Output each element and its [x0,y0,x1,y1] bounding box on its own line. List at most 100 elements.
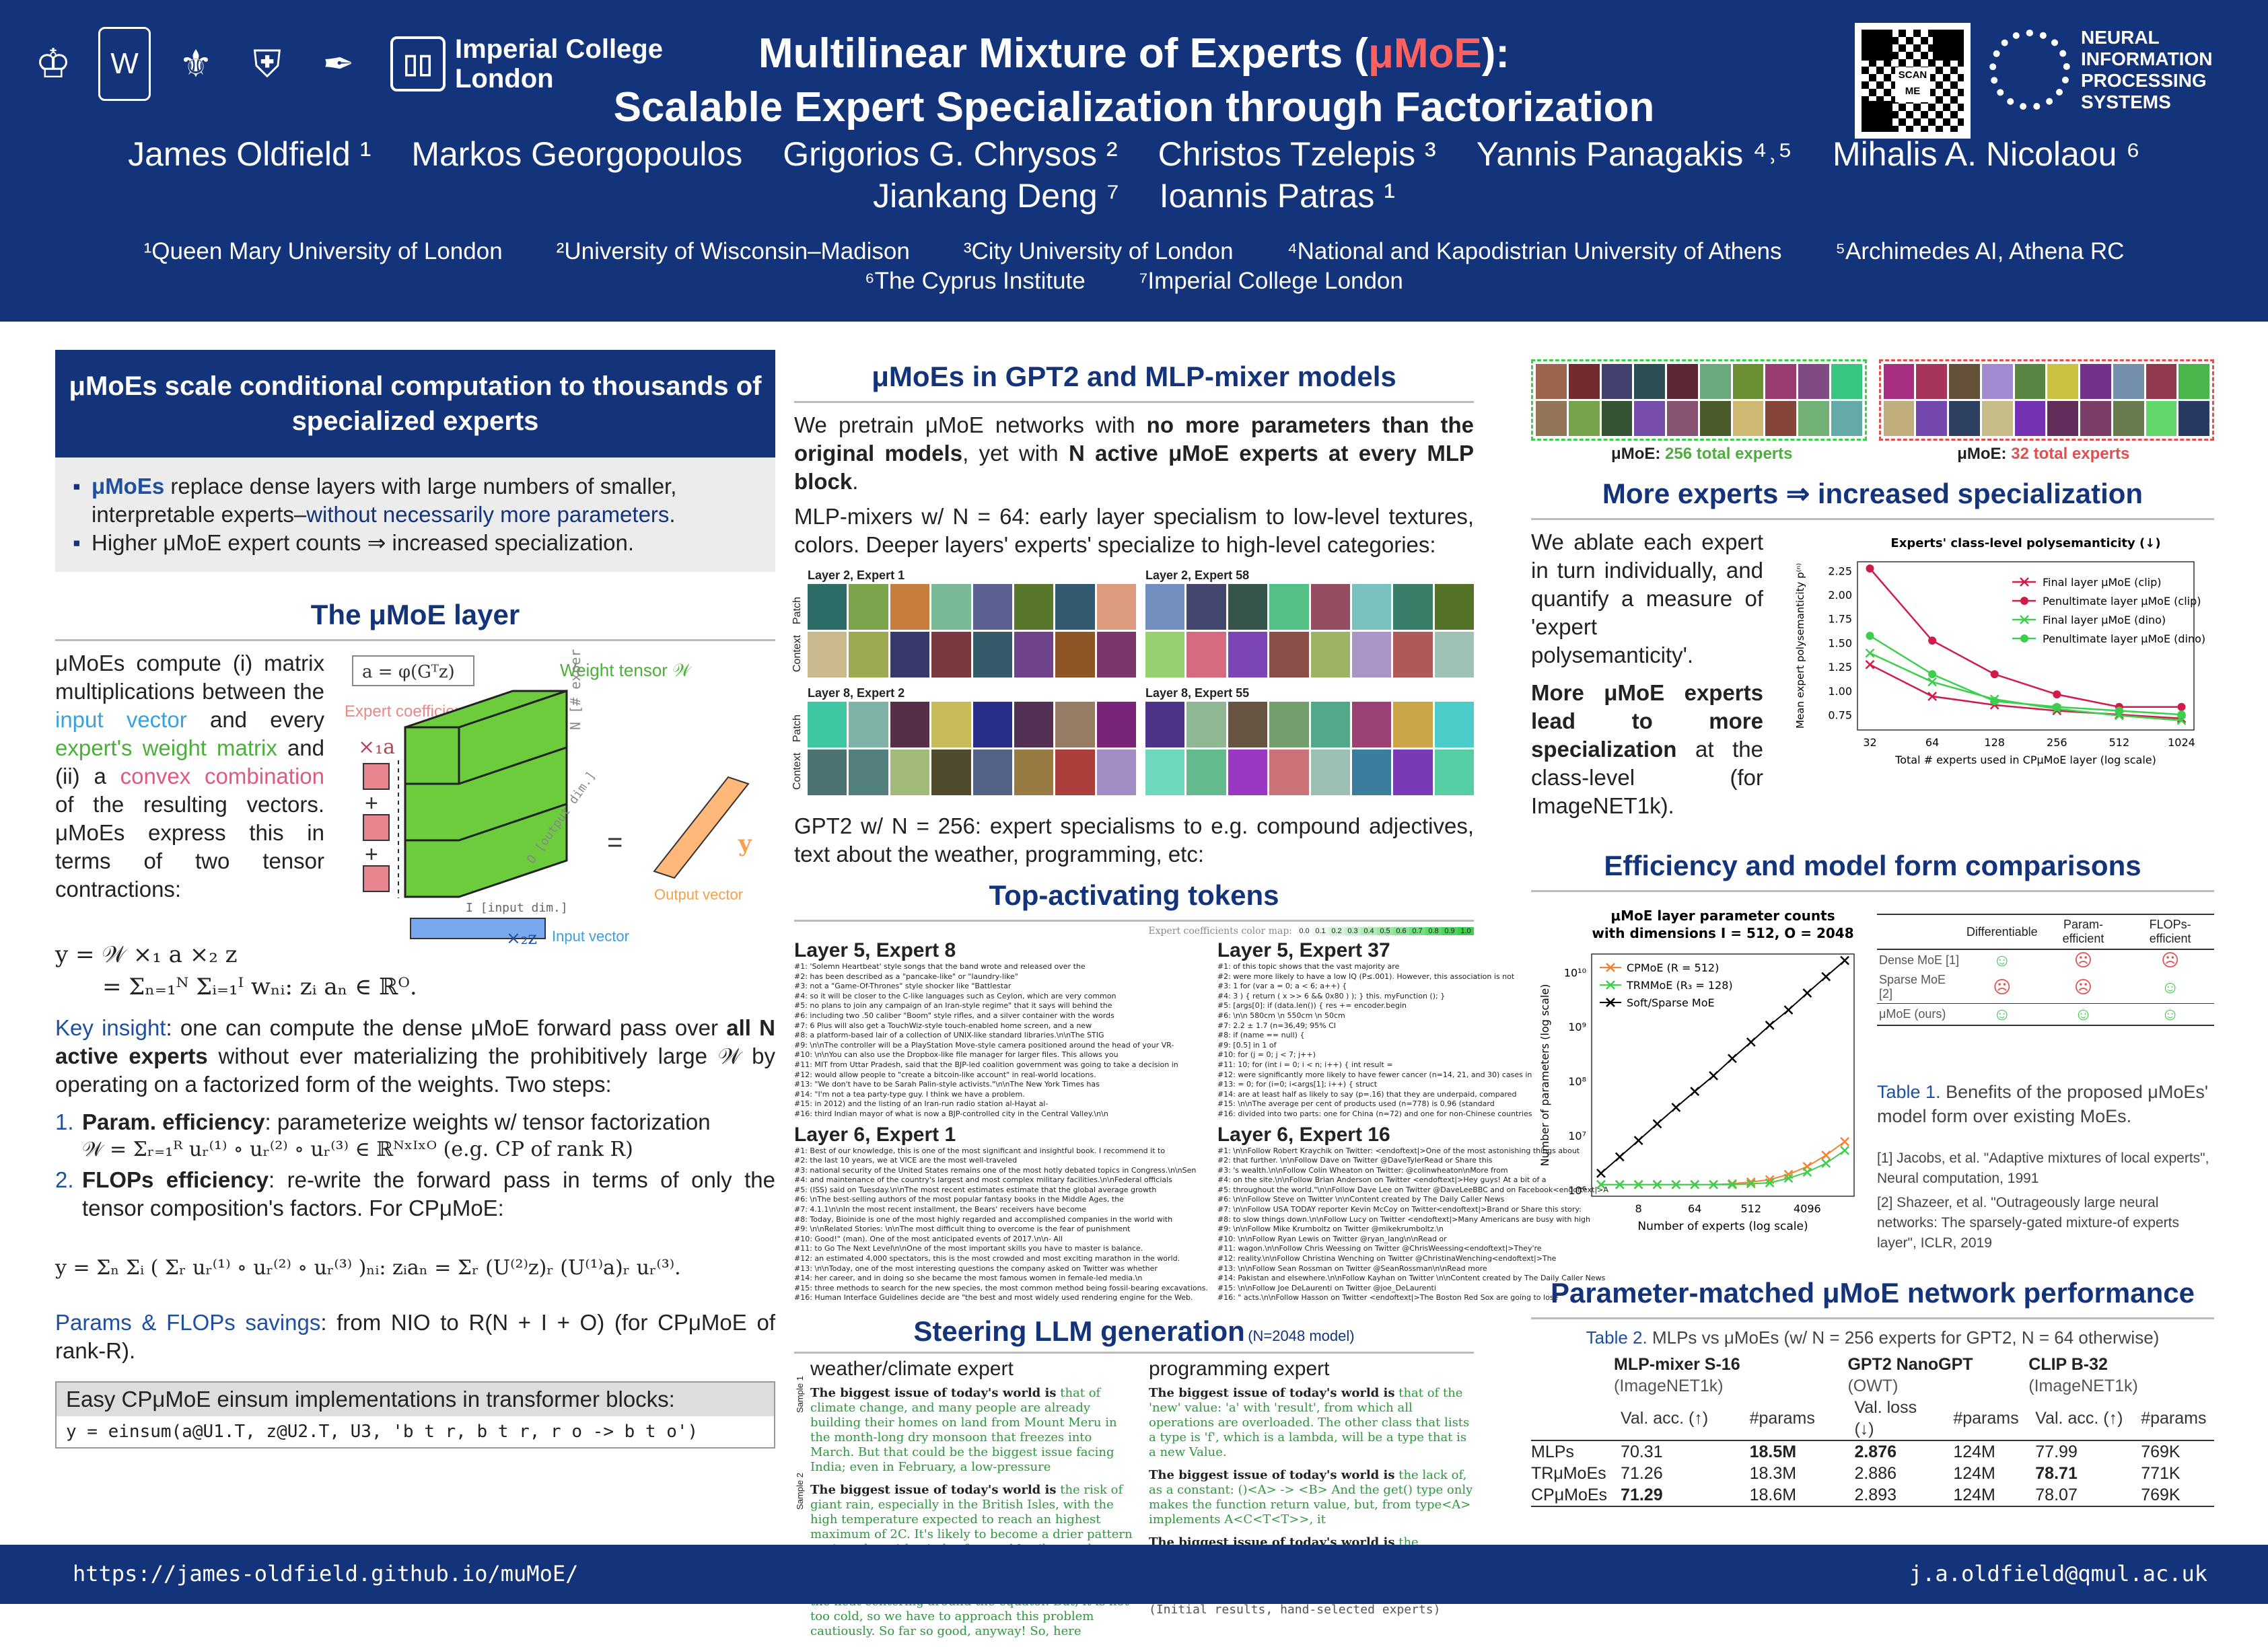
token-panel: Layer 5, Expert 8 #1: 'Solemn Heartbeat' … [794,939,1208,1120]
image-tile [1145,632,1185,678]
table-column-header: #params [1953,1409,2019,1428]
image-tile [1351,632,1392,678]
step-1-text: : parameterize weights w/ tensor factori… [264,1109,711,1134]
pretrain-bold2: N active μMoE experts at every MLP block [794,441,1475,494]
class-image-tile [1981,364,2013,399]
image-tile [1393,632,1433,678]
table-cell: 78.07 [2035,1486,2078,1504]
image-tile [972,584,1012,630]
token-line: #2: has been described as a "pancake-lik… [794,972,1018,981]
qr-code-icon[interactable]: SCAN ME [1855,23,1971,139]
class-image-tile [2146,401,2177,436]
mixer-expert-panel: Layer 8, Expert 2 Patch Context [791,686,1136,797]
image-tile [1269,632,1309,678]
colormap-swatch: 0.8 [1425,927,1442,935]
x-tick-label: 512 [2109,736,2130,749]
data-marker [2020,634,2028,643]
step-2-number: 2. [55,1167,74,1192]
data-marker [1783,1005,1794,1015]
chart-title: μMoE layer parameter counts [1610,908,1835,924]
sample-prompt: The biggest issue of today's world is [810,1386,1057,1400]
title-line2: Scalable Expert Specialization through F… [613,84,1655,131]
table1-caption: Table 1. Benefits of the proposed μMoEs'… [1877,1080,2214,1128]
mixer-expert-panel: Layer 2, Expert 58 [1145,569,1474,680]
colormap-swatches: 0.0 0.1 0.2 0.3 0.4 0.5 0.6 0.7 0.8 0.9 1.0 [1296,927,1474,935]
caption-256-value: 256 total experts [1665,445,1793,463]
image-tile [1310,632,1350,678]
image-tile [1351,749,1392,795]
series-line [1600,1141,1845,1185]
step-2-text: : re-write the forward pass in terms of … [82,1167,775,1220]
plot-frame [1591,953,1855,1197]
data-marker [1671,1179,1681,1190]
token-line: #14: her career, and in doing so she bec… [794,1274,1143,1283]
weight-tensor-label: Weight tensor 𝒲 [560,660,693,680]
data-marker [1690,1179,1700,1190]
mode2-product-label: ×₂z [506,928,537,945]
table-header: FLOPs-efficient [2149,918,2191,945]
token-line: #1: of this topic shows that the vast ma… [1217,962,1400,971]
token-line: #4: on the site.\n\nFollow Brian Anderso… [1217,1175,1547,1185]
grid-32-experts [1878,359,2214,441]
table-cell: 769K [2141,1442,2181,1461]
token-line: #7: \n\nFollow USA TODAY reporter Kevin … [1217,1205,1582,1214]
data-marker [1866,564,1874,573]
sample-generation: that of climate change, and many people … [810,1386,1117,1474]
class-image-tile [1831,364,1862,399]
table-cell: 18.5M [1749,1442,1797,1461]
class-image-tile [1536,401,1567,436]
image-tile [890,584,930,630]
class-image-tile [1916,401,1947,436]
token-line: #12: an estimated 4,000 spectators, this… [794,1254,1180,1264]
table-cell: 18.6M [1749,1486,1797,1504]
pretrain-text: We pretrain μMoE networks with no more p… [794,411,1474,496]
token-line: #13: \n\nToday, one of the most interest… [794,1264,1158,1273]
token-line: #3: not a "Game-Of-Thrones" style shocke… [794,982,1012,991]
class-image-tile [1568,401,1600,436]
model-form-table: Differentiable Param-efficient FLOPs-effic… [1877,914,2214,1026]
divider [794,1352,1474,1354]
class-image-tile [1667,364,1698,399]
token-line: #6: including two .50 caliber "Boom" sty… [794,1011,1114,1020]
weather-expert-label: weather/climate expert [810,1358,1014,1380]
contraction-eq-2: = Σₙ₌₁ᴺ Σᵢ₌₁ᴵ wₙᵢ: zᵢ aₙ ∈ ℝᴼ. [102,974,417,1000]
x-tick-label: 128 [1984,736,2005,749]
more-experts-text: We ablate each expert in turn individual… [1531,528,1763,820]
class-image-tile [2047,401,2078,436]
contact-email-link[interactable]: j.a.oldfield@qmul.ac.uk [1909,1561,2207,1586]
ablation-text: We ablate each expert in turn individual… [1531,529,1763,667]
table-column-header: Val. acc. (↑) [2035,1409,2123,1428]
y-tick-label: 0.75 [1828,709,1852,722]
token-line: #8: to slow things down.\n\nFollow Lucy … [1217,1214,1590,1224]
table-cell: μMoE (ours) [1879,1007,1946,1021]
data-marker [1615,1179,1625,1190]
image-tile [849,702,888,747]
data-marker [2177,710,2186,719]
image-tile [1434,632,1474,678]
image-tile [808,584,847,630]
savings-text: Params & FLOPs savings: from NIO to R(N … [55,1309,775,1365]
left-column: μMoEs scale conditional computation to t… [55,350,775,1449]
legend-label: Final layer μMoE (dino) [2043,614,2166,626]
qr-label: SCAN ME [1895,67,1930,102]
table-cell: 769K [2141,1486,2181,1504]
class-image-tile [1916,364,1947,399]
pretrain-b: , yet with [962,441,1069,466]
class-image-tile [1883,364,1915,399]
neurips-logo: NEURAL INFORMATION PROCESSING SYSTEMS [1989,27,2268,113]
class-image-tile [1831,401,1862,436]
imperial-logo: ▯▯ Imperial College London [390,34,677,94]
grid-256-experts [1531,359,1867,441]
project-url-link[interactable]: https://james-oldfield.github.io/muMoE/ [73,1561,579,1586]
sample-prompt: The biggest issue of today's world is [810,1483,1057,1497]
data-marker [1615,1152,1625,1162]
series-line [1869,663,2182,720]
image-tile [972,632,1012,678]
token-line: #11: MIT from Uttar Pradesh, said that t… [794,1060,1178,1069]
panel-label: Layer 8, Expert 2 [808,686,905,700]
token-panel-title: Layer 5, Expert 8 [794,939,956,961]
image-tile [808,749,847,795]
token-line: #16: divided into two parts: one for Chi… [1217,1109,1532,1118]
savings-body: : from NIO to R(N + I + O) (for CPμMoE o… [55,1310,775,1363]
class-image-tile [1634,364,1665,399]
